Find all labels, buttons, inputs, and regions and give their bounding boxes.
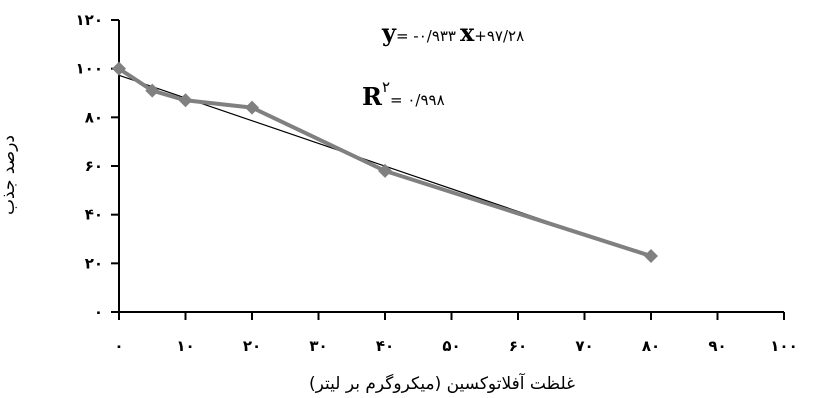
y-tick-label: ۲۰ — [85, 254, 103, 272]
x-tick-label: ۶۰ — [509, 337, 527, 355]
y-tick-label: ۱۰۰ — [76, 60, 103, 78]
x-tick-label: ۱۰ — [176, 337, 194, 355]
x-tick-label: ۳۰ — [309, 337, 327, 355]
data-point-marker — [245, 100, 259, 115]
x-tick-label: ۸۰ — [642, 337, 660, 355]
x-tick-label: ۱۰۰ — [770, 337, 797, 355]
y-tick-label: ۴۰ — [85, 206, 103, 224]
data-point-marker — [145, 83, 160, 98]
data-point-marker — [378, 163, 392, 178]
r-squared-label: R۲= ۰/۹۹۸ — [362, 78, 445, 111]
x-axis-title: غلظت آفلاتوکسین (میکروگرم بر لیتر) — [309, 372, 575, 394]
y-tick-label: ۶۰ — [85, 157, 103, 175]
tick-labels: ۰ ۱۰ ۲۰ ۳۰ ۴۰ ۵۰ ۶۰ ۷۰ ۸۰ ۹۰ ۱۰۰ ۰ ۲۰ ۴۰ ۶۰ ۸۰ ۱۰۰ ۱۲۰ — [76, 11, 798, 355]
x-tick-label: ۴۰ — [376, 337, 394, 355]
x-tick-label: ۹۰ — [708, 337, 726, 355]
data-point-marker — [644, 249, 658, 264]
y-axis-title: درصد جذب — [0, 135, 19, 215]
x-tick-label: ۲۰ — [243, 337, 261, 355]
y-tick-label: ۱۲۰ — [76, 11, 103, 29]
x-tick-label: ۷۰ — [575, 337, 593, 355]
series-group — [112, 61, 658, 264]
x-tick-label: ۵۰ — [442, 337, 460, 355]
y-tick-label: ۰ — [94, 303, 103, 321]
x-tick-label: ۰ — [114, 337, 123, 355]
axes — [118, 20, 784, 313]
data-point-marker — [112, 61, 126, 76]
series-line — [117, 66, 652, 258]
trendline-equation: y= -۰/۹۳۳ x+۹۷/۲۸ — [381, 18, 524, 47]
y-tick-label: ۸۰ — [85, 108, 103, 126]
tick-marks — [111, 19, 785, 320]
data-point-marker — [178, 93, 193, 108]
